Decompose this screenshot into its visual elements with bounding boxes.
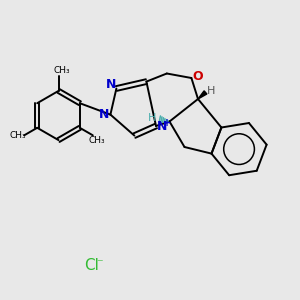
Text: H: H (206, 85, 215, 96)
Polygon shape (198, 91, 207, 99)
Text: H: H (148, 113, 156, 123)
Text: N: N (157, 120, 167, 133)
Text: CH₃: CH₃ (88, 136, 105, 145)
Text: N: N (99, 107, 110, 121)
Text: CH₃: CH₃ (9, 131, 26, 140)
Text: CH₃: CH₃ (54, 66, 70, 75)
Text: N: N (106, 77, 116, 91)
Text: +: + (163, 118, 171, 128)
Text: Cl: Cl (84, 258, 99, 273)
Text: O: O (192, 70, 203, 83)
Text: ⁻: ⁻ (97, 257, 103, 271)
